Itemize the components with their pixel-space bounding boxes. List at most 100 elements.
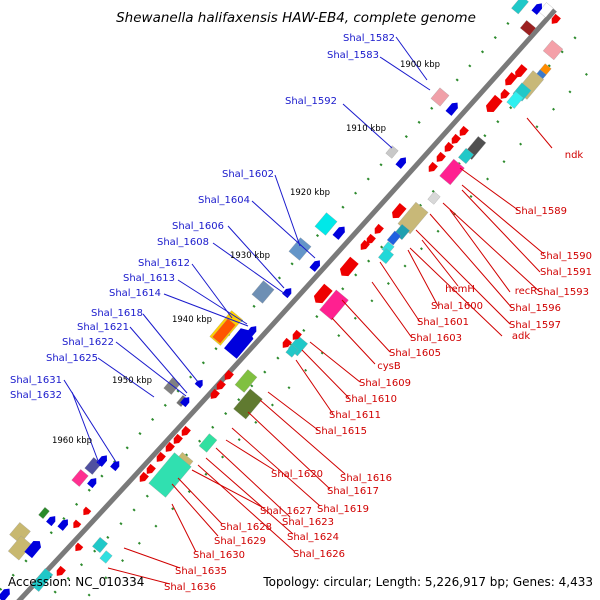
gene-block	[378, 247, 394, 265]
inner-gene-label: Shal_1603	[410, 333, 462, 344]
gene-block	[9, 522, 31, 544]
gene-block	[285, 344, 299, 358]
leader-line	[129, 326, 188, 394]
leader-line	[526, 117, 553, 149]
gene-block	[538, 2, 554, 18]
gene-block	[38, 507, 50, 519]
leader-line	[309, 341, 361, 383]
gene-arrow	[313, 283, 333, 304]
inner-gene-label: Shal_1626	[293, 549, 345, 560]
gene-arrow	[515, 64, 528, 78]
scale-tick-label: 1960 kbp	[52, 436, 92, 446]
inner-gene-label: hemH	[445, 284, 475, 295]
inner-gene-label: Shal_1629	[214, 536, 266, 547]
gene-block	[427, 191, 441, 205]
leader-line	[395, 36, 428, 81]
gene-arrow	[146, 463, 156, 474]
gene-arrow	[309, 260, 320, 272]
gene-arrow	[110, 461, 120, 472]
gene-arrow	[500, 88, 510, 99]
inner-gene-label: ndk	[565, 150, 584, 161]
scale-tick-label: 1940 kbp	[172, 315, 212, 325]
leader-line	[459, 167, 519, 211]
leader-line	[259, 399, 346, 475]
gene-arrow	[0, 588, 10, 600]
inner-gene-label: cysB	[377, 361, 401, 372]
inner-gene-label: Shal_1596	[509, 303, 561, 314]
outer-gene-label: Shal_1592	[285, 96, 337, 107]
inner-gene-label: Shal_1601	[417, 317, 469, 328]
leader-line	[379, 261, 421, 323]
gene-block	[233, 388, 263, 420]
gene-arrow	[156, 451, 166, 462]
leader-line	[227, 225, 285, 289]
outer-gene-label: Shal_1613	[123, 273, 175, 284]
leader-line	[171, 483, 219, 537]
leader-line	[461, 184, 545, 255]
leader-line	[342, 103, 393, 149]
inner-gene-label: Shal_1623	[282, 517, 334, 528]
inner-gene-label: Shal_1590	[540, 251, 592, 262]
inner-gene-label: Shal_1609	[359, 378, 411, 389]
scale-ticks: 1900 kbp 1910 kbp 1920 kbp 1930 kbp 1940 kbp…	[52, 60, 440, 446]
outer-gene-label: Shal_1612	[138, 258, 190, 269]
gene-arrow	[360, 239, 370, 250]
gene-arrow	[216, 379, 226, 390]
gene-block	[430, 87, 450, 107]
outer-gene-label: Shal_1583	[327, 50, 379, 61]
leader-line	[301, 349, 350, 399]
gene-arrow	[436, 151, 446, 162]
gene-arrow	[247, 326, 257, 337]
leader-line	[163, 293, 249, 327]
inner-gene-label: Shal_1620	[271, 469, 323, 480]
inner-gene-label: Shal_1636	[164, 582, 216, 593]
leader-line	[107, 567, 171, 585]
leader-line	[295, 359, 334, 415]
leader-line	[225, 439, 275, 471]
inner-gene-label: Shal_1610	[345, 394, 397, 405]
leader-line	[274, 174, 301, 247]
inner-gene-label: adk	[512, 331, 530, 342]
gene-arrow	[46, 516, 56, 527]
gene-arrow	[374, 223, 384, 234]
gene-arrow	[531, 3, 542, 15]
gene-arrow	[282, 337, 292, 348]
gene-arrow	[24, 540, 42, 559]
leader-line	[177, 279, 248, 325]
leader-line	[115, 341, 187, 397]
gene-block	[385, 145, 399, 159]
outer-gene-label: Shal_1631	[10, 375, 62, 386]
gene-block	[251, 280, 275, 304]
leader-line	[191, 469, 263, 508]
gene-arrow	[180, 397, 190, 408]
outer-gene-label: Shal_1604	[198, 195, 250, 206]
gene-arrow	[224, 328, 254, 359]
inner-gene-label: Shal_1597	[509, 320, 561, 331]
gene-arrow	[75, 542, 84, 552]
gene-arrow	[139, 471, 149, 482]
leader-line	[442, 202, 541, 293]
gene-arrow	[339, 256, 359, 277]
gene-block	[92, 536, 108, 554]
leader-line	[123, 547, 181, 569]
gene-features	[0, 0, 564, 600]
leader-line	[205, 457, 294, 535]
leader-line	[191, 263, 233, 319]
gene-arrow	[332, 226, 345, 240]
gene-block	[506, 91, 524, 109]
topology-text: Topology: circular; Length: 5,226,917 bp…	[262, 575, 593, 589]
leader-line	[251, 200, 316, 259]
scale-tick-label: 1930 kbp	[230, 251, 270, 261]
leader-line	[212, 242, 289, 297]
leader-line	[449, 209, 511, 293]
leader-line	[407, 249, 439, 307]
gene-block	[458, 147, 474, 165]
outer-gene-label: Shal_1632	[10, 390, 62, 401]
gene-block	[319, 289, 349, 321]
gene-arrow	[73, 519, 82, 529]
inner-gene-label: Shal_1630	[193, 550, 245, 561]
gene-arrow	[210, 388, 220, 399]
gene-block	[288, 237, 312, 261]
leader-line	[197, 464, 295, 552]
gene-labels: Shal_1582 Shal_1583 Shal_1592 Shal_1602 Shal…	[10, 33, 592, 593]
